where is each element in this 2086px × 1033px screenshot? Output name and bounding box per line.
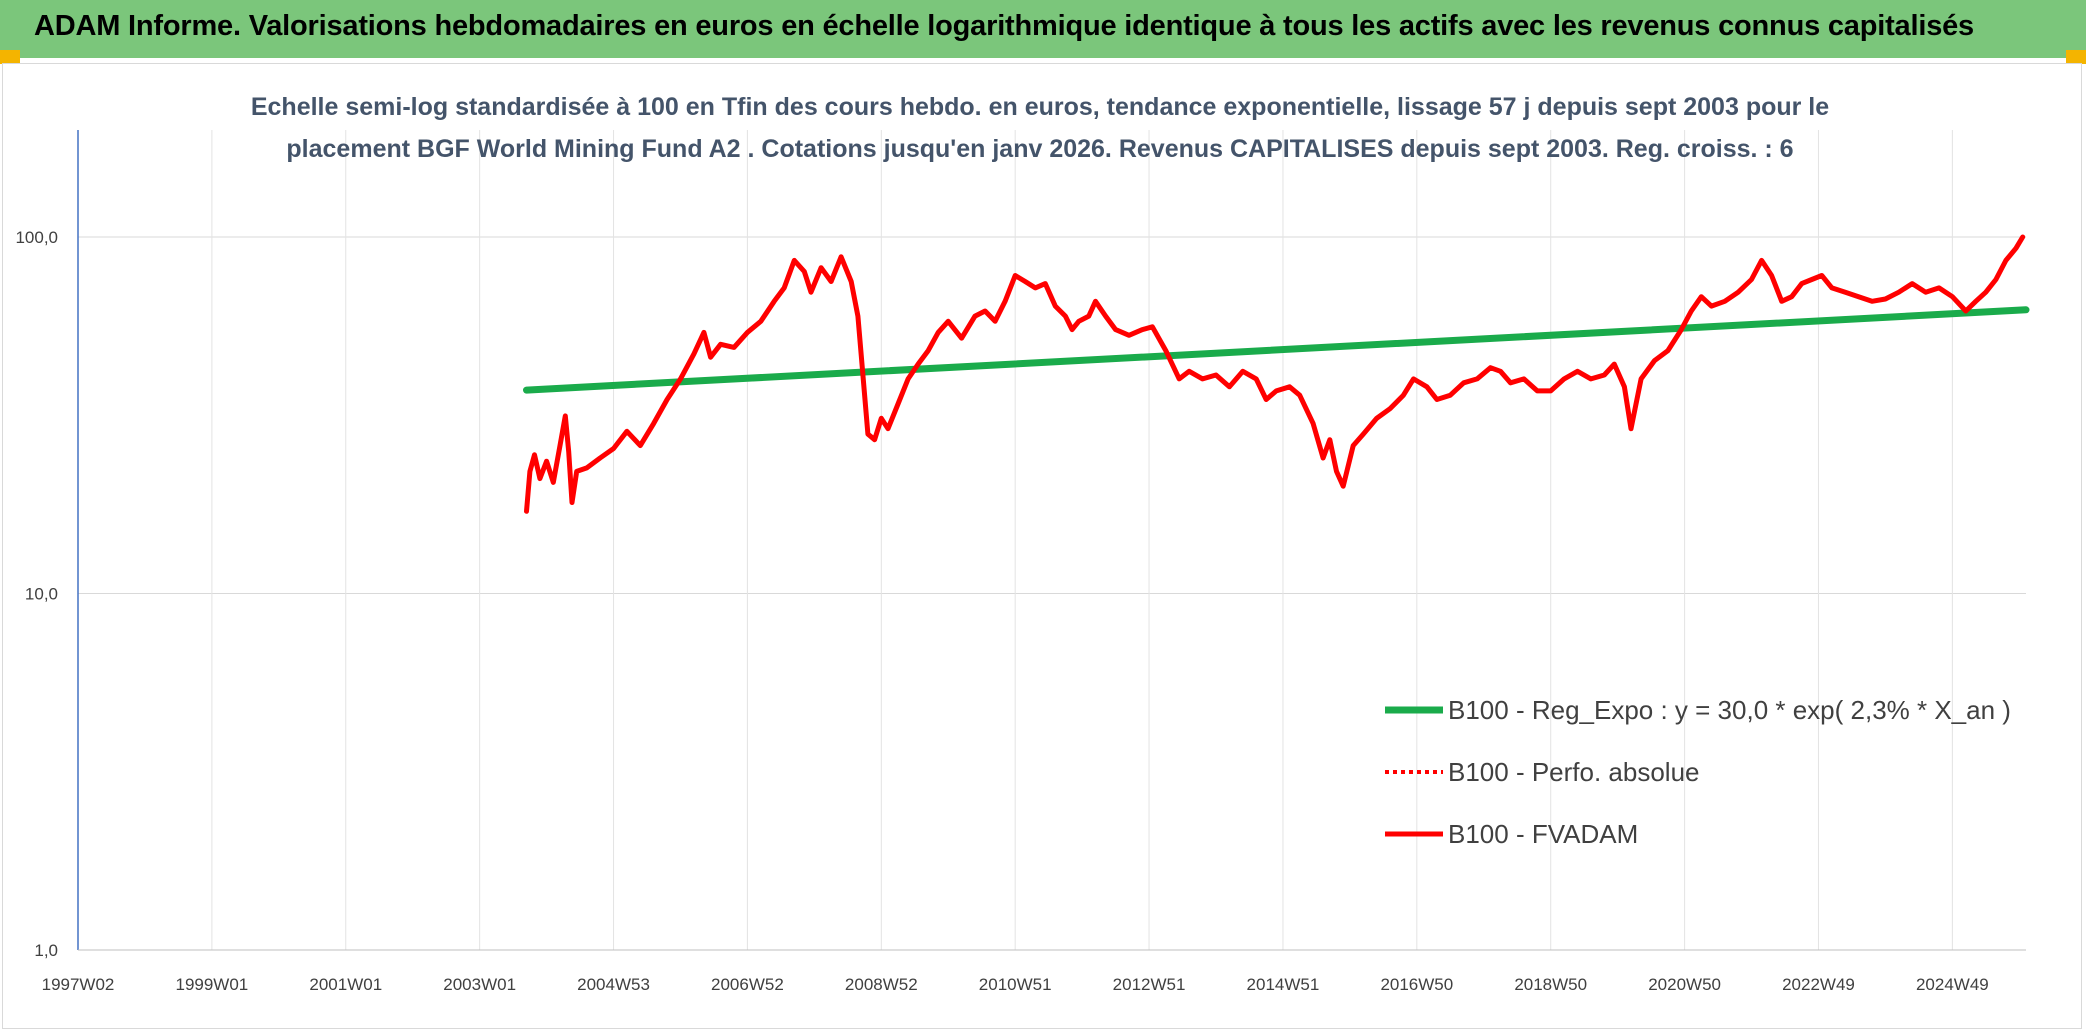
chart-title-line-1: Echelle semi-log standardisée à 100 en T…	[251, 93, 1829, 121]
series-line-solid-green	[523, 306, 2030, 394]
corner-marker-right	[2066, 50, 2086, 64]
y-tick-label: 10,0	[25, 585, 58, 604]
chart-title-line-2: placement BGF World Mining Fund A2 . Cot…	[286, 135, 1793, 163]
x-tick-label: 2020W50	[1648, 975, 1721, 994]
chart-frame	[2, 63, 2082, 1029]
grid	[77, 130, 2026, 951]
x-tick-label: 2004W53	[577, 975, 650, 994]
x-tick-label: 2010W51	[979, 975, 1052, 994]
report-header: ADAM Informe. Valorisations hebdomadaire…	[0, 0, 2086, 58]
x-tick-label: 2022W49	[1782, 975, 1855, 994]
x-tick-label: 2018W50	[1514, 975, 1587, 994]
x-tick-label: 2014W51	[1247, 975, 1320, 994]
legend-label: B100 - FVADAM	[1448, 819, 1638, 849]
axes: 1,0 10,0 100,0 1997W02 1999W01 2001W01 2003W01…	[15, 130, 2026, 994]
x-tick-label: 1999W01	[175, 975, 248, 994]
report-title: ADAM Informe. Valorisations hebdomadaire…	[34, 10, 1974, 42]
x-tick-label: 1997W02	[42, 975, 115, 994]
legend-label: B100 - Perfo. absolue	[1448, 757, 1700, 787]
legend: B100 - Reg_Expo : y = 30,0 * exp( 2,3% *…	[1385, 695, 2011, 849]
x-tick-label: 2006W52	[711, 975, 784, 994]
legend-label: B100 - Reg_Expo : y = 30,0 * exp( 2,3% *…	[1448, 695, 2011, 725]
y-tick-label: 100,0	[15, 228, 58, 247]
x-tick-label: 2012W51	[1113, 975, 1186, 994]
x-tick-label: 2003W01	[443, 975, 516, 994]
series-line-solid-red	[524, 234, 2026, 514]
x-tick-label: 2001W01	[309, 975, 382, 994]
x-tick-label: 2008W52	[845, 975, 918, 994]
series-group	[523, 234, 2030, 514]
y-tick-label: 1,0	[34, 941, 58, 960]
corner-marker-left	[0, 50, 20, 64]
x-tick-label: 2024W49	[1916, 975, 1989, 994]
x-tick-label: 2016W50	[1380, 975, 1453, 994]
